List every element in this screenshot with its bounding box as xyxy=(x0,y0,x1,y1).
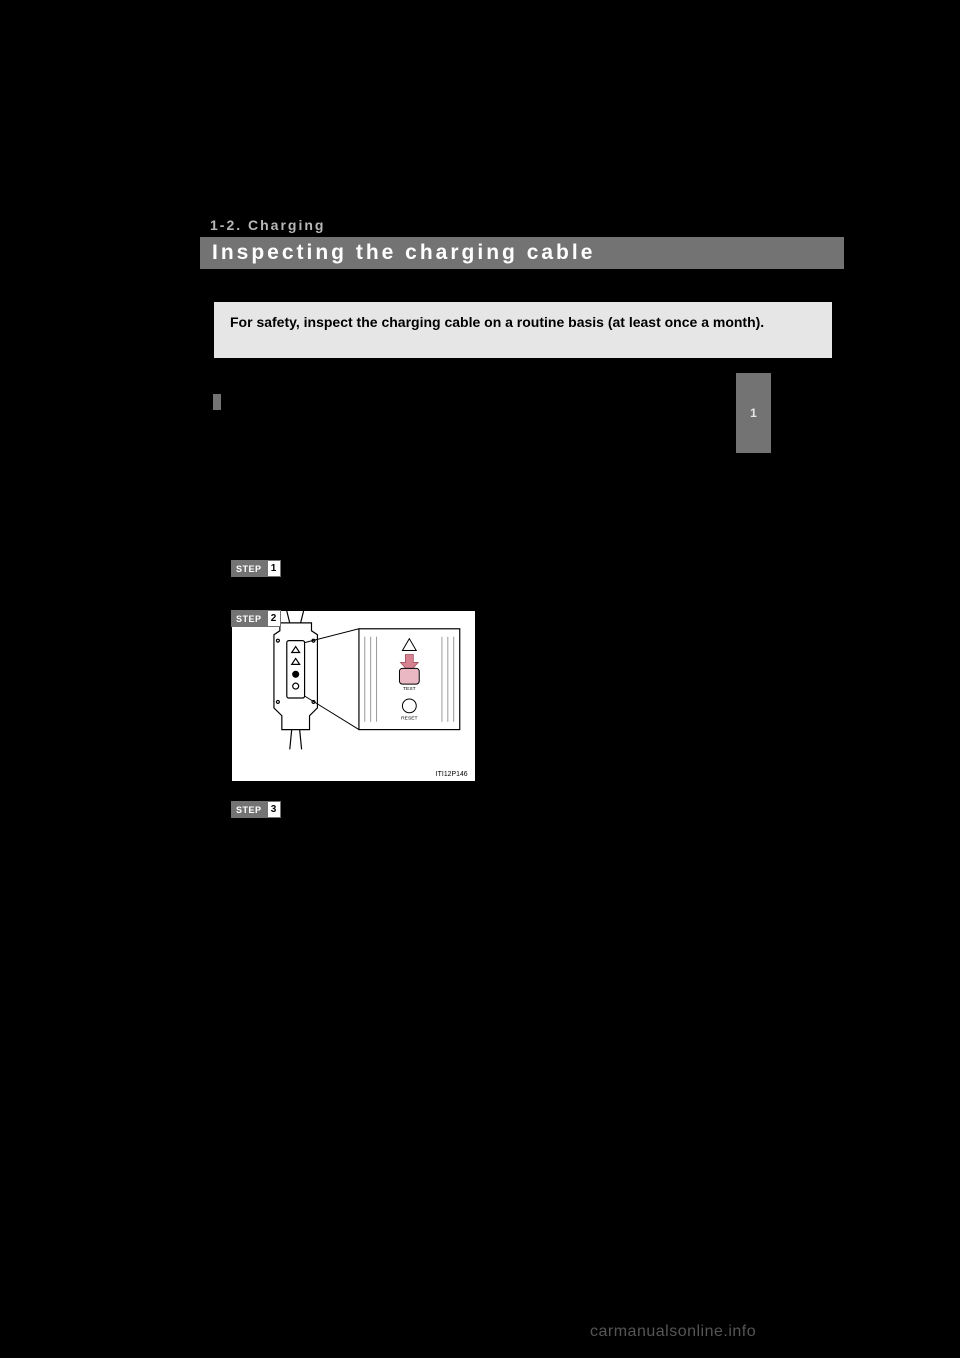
step-label: STEP xyxy=(231,610,267,627)
test-label: TEST xyxy=(403,686,416,692)
step-badge-2: STEP 2 xyxy=(231,610,281,627)
step-number-3: 3 xyxy=(267,801,281,818)
step-badge-3: STEP 3 xyxy=(231,801,281,818)
title-bar: Inspecting the charging cable xyxy=(200,237,844,269)
intro-text: For safety, inspect the charging cable o… xyxy=(230,312,816,333)
step-number-2: 2 xyxy=(267,610,281,627)
step-badge-1: STEP 1 xyxy=(231,560,281,577)
section-marker-icon xyxy=(213,394,221,410)
step-label: STEP xyxy=(231,560,267,577)
intro-callout: For safety, inspect the charging cable o… xyxy=(213,301,833,359)
image-code: ITI12P146 xyxy=(436,771,468,778)
manual-page: 1-2. Charging Inspecting the charging ca… xyxy=(116,155,844,1203)
diagram-svg: TEST RESET ITI12P146 xyxy=(232,611,475,781)
page-title: Inspecting the charging cable xyxy=(200,241,595,265)
step-label: STEP xyxy=(231,801,267,818)
step-number-1: 1 xyxy=(267,560,281,577)
page-header: 1-2. Charging Inspecting the charging ca… xyxy=(116,217,844,267)
section-label: 1-2. Charging xyxy=(210,217,325,233)
reset-label: RESET xyxy=(401,716,417,722)
chapter-tab: 1 xyxy=(736,373,771,453)
chapter-number: 1 xyxy=(750,406,757,420)
watermark: carmanualsonline.info xyxy=(590,1323,756,1341)
ccid-diagram: TEST RESET ITI12P146 xyxy=(231,610,476,782)
